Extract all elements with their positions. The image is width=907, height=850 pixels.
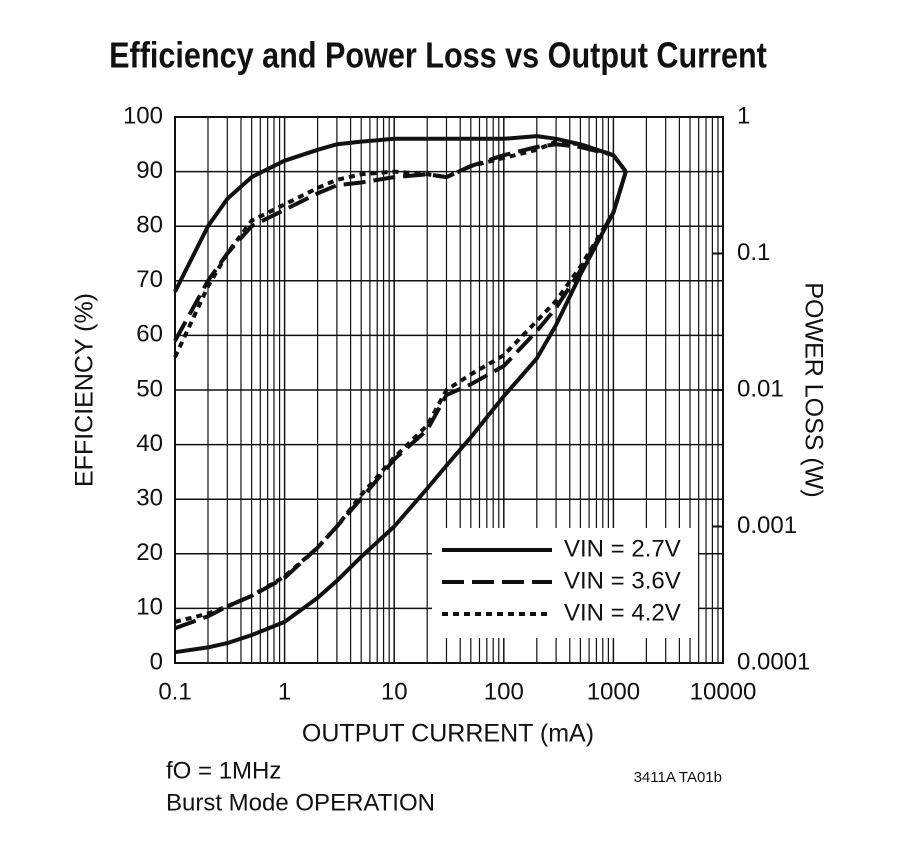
efficiency-line: [173, 134, 628, 293]
annotation: Burst Mode OPERATION: [166, 789, 435, 816]
y-tick-label: 40: [136, 430, 163, 457]
y-tick-label: 20: [136, 539, 163, 566]
y-tick-label: 10: [136, 594, 163, 621]
y-tick-label: 50: [136, 375, 163, 402]
power-loss-line: [174, 170, 628, 631]
y-tick-label: 100: [123, 102, 163, 129]
y-tick-label: 80: [136, 212, 163, 239]
power-loss-line: [174, 170, 628, 624]
x-tick-label: 1: [278, 678, 291, 705]
efficiency-line: [173, 142, 628, 342]
y2-tick-label: 0.01: [737, 375, 784, 402]
x-axis-label: OUTPUT CURRENT (mA): [302, 720, 594, 748]
y-tick-label: 90: [136, 157, 163, 184]
legend-label: VIN = 3.6V: [564, 567, 681, 594]
annotation: fO = 1MHz: [166, 757, 281, 784]
power-loss-line: [174, 170, 628, 655]
y2-tick-label: 0.0001: [737, 648, 810, 675]
y-tick-label: 0: [150, 648, 163, 675]
y-tick-label: 30: [136, 485, 163, 512]
legend-label: VIN = 2.7V: [564, 535, 681, 562]
y2-tick-label: 0.1: [737, 239, 770, 266]
y-axis-label: EFFICIENCY (%): [71, 293, 99, 487]
chart-title: Efficiency and Power Loss vs Output Curr…: [109, 36, 767, 76]
y2-tick-label: 0.001: [737, 512, 797, 539]
x-tick-label: 10000: [690, 678, 757, 705]
x-tick-label: 1000: [587, 678, 640, 705]
y-tick-label: 70: [136, 266, 163, 293]
y2-tick-label: 1: [737, 102, 750, 129]
y2-axis-label: POWER LOSS (W): [799, 282, 827, 497]
annotation: 3411A TA01b: [634, 769, 722, 786]
x-tick-label: 0.1: [158, 678, 191, 705]
y-tick-label: 60: [136, 321, 163, 348]
x-tick-label: 100: [484, 678, 524, 705]
plot-frame: [174, 116, 724, 664]
x-tick-label: 10: [381, 678, 408, 705]
legend-label: VIN = 4.2V: [564, 599, 681, 626]
